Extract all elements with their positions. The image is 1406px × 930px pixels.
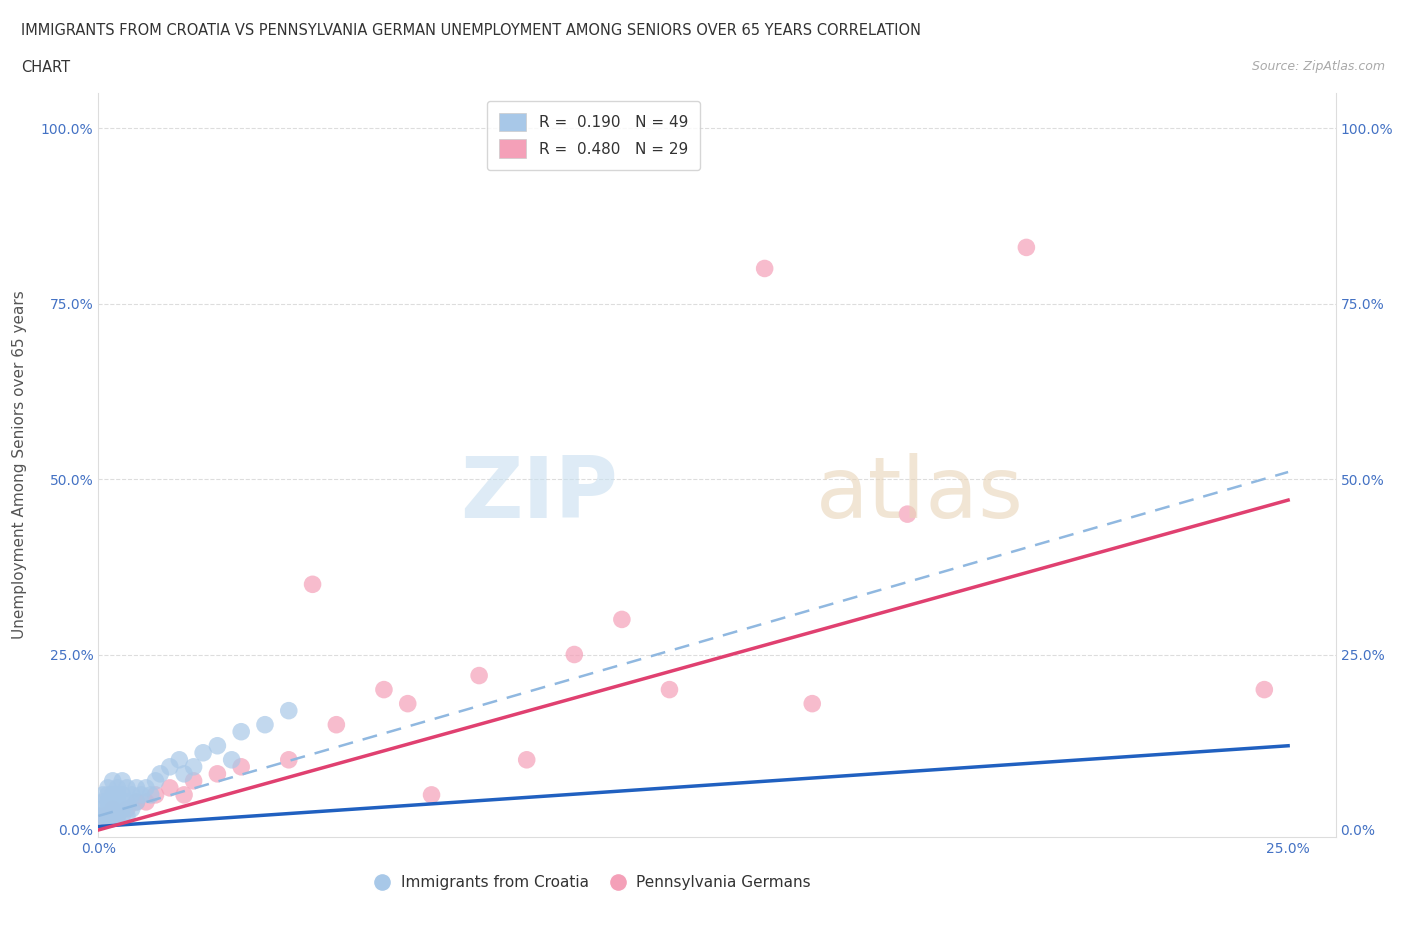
Point [107,794,129,809]
Point [159,760,181,775]
Point [191,745,214,760]
Point [173,788,195,803]
Legend: Immigrants from Croatia, Pennsylvania Germans: Immigrants from Croatia, Pennsylvania Ge… [370,870,817,897]
Point [101,794,124,809]
Point [562,647,585,662]
Point [231,724,253,739]
Text: IMMIGRANTS FROM CROATIA VS PENNSYLVANIA GERMAN UNEMPLOYMENT AMONG SENIORS OVER 6: IMMIGRANTS FROM CROATIA VS PENNSYLVANIA … [21,23,921,38]
Point [139,788,162,803]
Point [91,794,114,809]
Point [253,717,276,732]
Point [1253,683,1275,698]
Point [801,697,824,711]
Point [91,808,114,823]
Point [97,808,120,823]
Point [420,788,443,803]
Point [97,788,120,803]
Point [107,780,129,795]
Text: CHART: CHART [21,60,70,75]
Point [610,612,633,627]
Point [101,788,124,803]
Text: Source: ZipAtlas.com: Source: ZipAtlas.com [1251,60,1385,73]
Point [115,802,138,817]
Point [129,788,152,803]
Point [121,802,143,817]
Point [396,697,419,711]
Point [754,261,776,276]
Point [111,774,134,789]
Point [221,752,243,767]
Point [231,760,253,775]
Point [149,766,172,781]
Point [145,788,167,803]
Point [207,738,229,753]
Point [325,717,347,732]
Point [91,788,114,803]
Text: atlas: atlas [815,453,1024,537]
Point [111,802,134,817]
Point [97,794,120,809]
Point [107,808,129,823]
Point [125,794,148,809]
Point [277,752,299,767]
Point [101,802,124,817]
Point [115,780,138,795]
Point [135,780,157,795]
Point [97,808,120,823]
Point [135,794,157,809]
Point [111,808,134,823]
Point [159,780,181,795]
Point [101,808,124,823]
Point [101,802,124,817]
Text: ZIP: ZIP [460,453,619,537]
Point [125,794,148,809]
Point [97,808,120,823]
Point [107,808,129,823]
Point [183,774,205,789]
Point [173,766,195,781]
Point [107,788,129,803]
Point [468,668,491,683]
Point [207,766,229,781]
Point [101,808,124,823]
Point [91,802,114,817]
Point [1015,240,1038,255]
Point [121,788,143,803]
Point [115,808,138,823]
Point [101,802,124,817]
Point [91,808,114,823]
Point [169,752,191,767]
Point [90,808,112,823]
Point [301,577,323,591]
Point [658,683,681,698]
Point [896,507,918,522]
Point [516,752,538,767]
Point [107,802,129,817]
Point [145,774,167,789]
Point [97,780,120,795]
Point [277,703,299,718]
Point [101,774,124,789]
Point [183,760,205,775]
Y-axis label: Unemployment Among Seniors over 65 years: Unemployment Among Seniors over 65 years [13,291,27,640]
Point [115,794,138,809]
Point [125,780,148,795]
Point [373,683,395,698]
Point [111,788,134,803]
Point [97,802,120,817]
